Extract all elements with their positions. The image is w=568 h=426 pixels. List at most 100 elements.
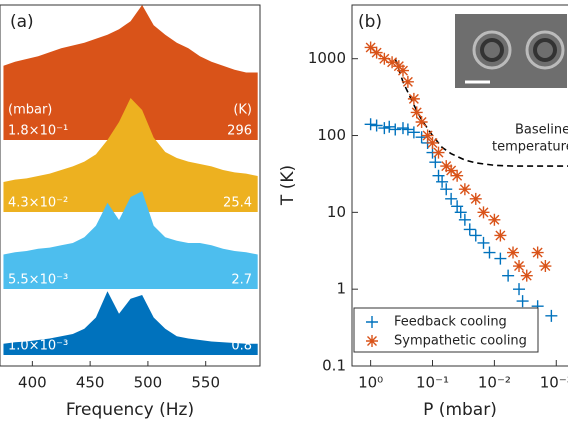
- pressure-label: 5.5×10⁻³: [8, 273, 68, 288]
- x-tick-label: 10⁻¹: [416, 374, 449, 392]
- panel-label: (b): [358, 12, 382, 32]
- temperature-label: 2.7: [231, 273, 252, 288]
- point: [502, 269, 515, 282]
- inset-image: [455, 14, 567, 88]
- point: [436, 175, 449, 188]
- point: [469, 192, 482, 205]
- x-tick-label: 10⁻²: [478, 374, 511, 392]
- y-tick-label: 10: [327, 203, 346, 221]
- unit-label: (K): [233, 103, 252, 118]
- legend-marker: [366, 316, 378, 328]
- point: [370, 46, 383, 59]
- spectrum-area: [3, 5, 258, 140]
- spectrum-area: [3, 291, 258, 355]
- point: [396, 122, 409, 135]
- y-tick-label: 1000: [308, 49, 346, 67]
- point: [451, 169, 464, 182]
- x-tick-label: 10⁻³: [540, 374, 568, 392]
- x-tick-label: 450: [76, 374, 105, 392]
- point: [516, 295, 529, 308]
- point: [463, 223, 476, 236]
- point: [454, 206, 467, 219]
- pressure-label: 1.0×10⁻³: [8, 339, 68, 354]
- point: [440, 183, 453, 196]
- ring: [472, 30, 512, 70]
- point: [364, 118, 377, 131]
- point: [407, 126, 420, 139]
- point: [429, 156, 442, 169]
- point: [407, 92, 420, 105]
- unit-label: (mbar): [8, 103, 52, 118]
- point: [531, 246, 544, 259]
- point: [432, 169, 445, 182]
- temperature-label: 296: [227, 124, 252, 139]
- point: [445, 192, 458, 205]
- annotation: temperature: [492, 140, 568, 155]
- panel-label: (a): [10, 12, 34, 32]
- point: [410, 106, 423, 119]
- point: [494, 229, 507, 242]
- point: [401, 75, 414, 88]
- pressure-label: 1.8×10⁻¹: [8, 124, 68, 139]
- point: [477, 206, 490, 219]
- ring: [533, 38, 557, 62]
- plot-area: [364, 41, 568, 366]
- x-tick-label: 500: [134, 374, 163, 392]
- temperature-label: 25.4: [223, 196, 252, 211]
- spectrum-area: [3, 98, 258, 212]
- point: [383, 120, 396, 133]
- spectrum-area: [3, 191, 258, 289]
- ring: [525, 30, 565, 70]
- baseline-curve: [394, 58, 568, 167]
- point: [494, 252, 507, 265]
- legend-label: Feedback cooling: [394, 315, 507, 330]
- x-axis-label: P (mbar): [423, 400, 497, 420]
- point: [477, 236, 490, 249]
- point: [426, 136, 439, 149]
- x-tick-label: 10⁰: [358, 374, 383, 392]
- point: [451, 200, 464, 213]
- x-axis-label: Frequency (Hz): [66, 400, 194, 420]
- point: [432, 146, 445, 159]
- frame: [351, 4, 568, 367]
- point: [539, 260, 552, 273]
- point: [520, 269, 533, 282]
- point: [507, 246, 520, 259]
- annotation: Baseline: [515, 123, 568, 138]
- point: [440, 160, 453, 173]
- point: [421, 129, 434, 142]
- temperature-label: 0.8: [231, 339, 252, 354]
- legend-box: [353, 307, 539, 353]
- panel-a: 1.8×10⁻¹ 296 4.3×10⁻² 25.4 5.5×10⁻³ 2.7 1.0×10…: [0, 4, 261, 420]
- point: [458, 183, 471, 196]
- point: [545, 309, 558, 322]
- point: [386, 56, 399, 69]
- frame: [0, 4, 261, 367]
- x-tick-label: 400: [18, 374, 47, 392]
- point: [458, 213, 471, 226]
- point: [488, 213, 501, 226]
- point: [469, 229, 482, 242]
- pressure-label: 4.3×10⁻²: [8, 196, 68, 211]
- point: [513, 283, 526, 296]
- point: [370, 119, 383, 132]
- y-tick-label: 0.1: [322, 357, 346, 375]
- ring: [480, 38, 504, 62]
- point: [364, 41, 377, 54]
- point: [378, 52, 391, 65]
- point: [396, 64, 409, 77]
- point: [415, 115, 428, 128]
- legend-label: Sympathetic cooling: [394, 334, 527, 349]
- point: [389, 123, 402, 136]
- point: [513, 260, 526, 273]
- point: [483, 246, 496, 259]
- y-axis-label: T (K): [278, 165, 298, 206]
- x-tick-label: 550: [191, 374, 220, 392]
- panel-b: 0.1 1 10 100 1000 10⁰ 10⁻¹ 10⁻² 10⁻³ Baseline temp…: [278, 4, 568, 420]
- point: [445, 164, 458, 177]
- point: [378, 122, 391, 135]
- point: [401, 123, 414, 136]
- legend-marker: [366, 335, 378, 347]
- y-tick-label: 1: [336, 280, 346, 298]
